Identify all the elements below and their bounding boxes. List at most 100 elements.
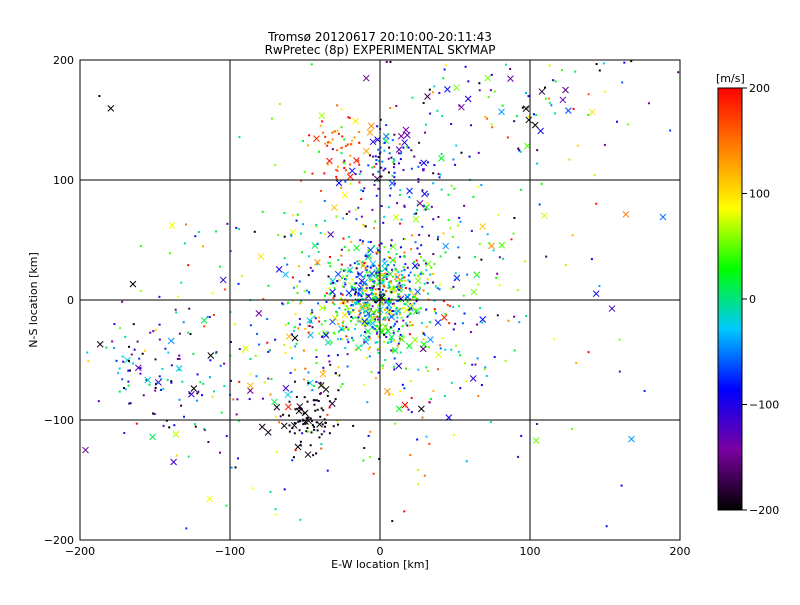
data-point-dot <box>378 244 381 247</box>
data-point-dot <box>477 185 480 188</box>
data-point-dot <box>410 291 413 294</box>
data-point-dot <box>572 107 575 110</box>
data-point-dot <box>211 291 214 294</box>
data-point-dot <box>355 267 358 270</box>
data-point-dot <box>476 323 479 326</box>
data-point-dot <box>428 234 431 237</box>
data-point-dot <box>384 316 387 319</box>
data-point-dot <box>362 311 365 314</box>
data-point-dot <box>290 234 293 237</box>
data-point-dot <box>436 287 439 290</box>
data-point-dot <box>300 299 303 302</box>
data-point-dot <box>332 282 335 285</box>
data-point-dot <box>367 434 370 437</box>
data-point-dot <box>399 152 402 155</box>
data-point-dot <box>485 375 488 378</box>
data-point-dot <box>318 436 321 439</box>
data-point-x-marker <box>200 316 208 324</box>
data-point-dot <box>269 393 272 396</box>
data-point-dot <box>388 256 391 259</box>
data-point-dot <box>391 139 394 142</box>
data-point-dot <box>504 63 507 66</box>
data-point-dot <box>176 357 179 360</box>
data-point-dot <box>344 281 347 284</box>
data-point-dot <box>429 112 432 115</box>
data-point-dot <box>389 337 392 340</box>
data-point-dot <box>443 395 446 398</box>
data-point-dot <box>118 390 121 393</box>
data-point-dot <box>399 246 402 249</box>
data-point-dot <box>328 406 331 409</box>
data-point-dot <box>450 381 453 384</box>
data-point-dot <box>384 301 387 304</box>
data-point-dot <box>299 420 302 423</box>
data-point-dot <box>338 374 341 377</box>
data-point-dot <box>397 271 400 274</box>
data-point-dot <box>352 309 355 312</box>
data-point-dot <box>342 320 345 323</box>
data-point-dot <box>374 295 377 298</box>
data-point-dot <box>381 364 384 367</box>
data-point-dot <box>420 255 423 258</box>
data-point-dot <box>615 120 618 123</box>
data-point-dot <box>346 338 349 341</box>
data-point-dot <box>454 322 457 325</box>
data-point-dot <box>442 232 445 235</box>
data-point-dot <box>381 274 384 277</box>
data-point-dot <box>124 388 127 391</box>
data-point-dot <box>361 242 364 245</box>
data-point-dot <box>627 123 630 126</box>
data-point-dot <box>403 387 406 390</box>
data-point-dot <box>425 435 428 438</box>
data-point-dot <box>401 307 404 310</box>
data-point-dot <box>414 307 417 310</box>
data-point-dot <box>323 430 326 433</box>
data-point-dot <box>350 287 353 290</box>
data-point-dot <box>341 324 344 327</box>
data-point-dot <box>393 368 396 371</box>
data-point-dot <box>392 325 395 328</box>
data-point-dot <box>158 323 161 326</box>
chart-title: Tromsø 20120617 20:10:00-20:11:43 <box>267 30 492 44</box>
data-point-dot <box>540 182 543 185</box>
data-point-dot <box>382 293 385 296</box>
data-point-dot <box>367 254 370 257</box>
data-point-dot <box>513 349 516 352</box>
data-point-dot <box>313 403 316 406</box>
data-point-x-marker <box>398 335 406 343</box>
data-point-dot <box>225 435 228 438</box>
data-point-dot <box>403 284 406 287</box>
data-point-x-marker <box>82 446 89 454</box>
data-point-dot <box>155 382 158 385</box>
data-point-dot <box>431 91 434 94</box>
data-point-dot <box>299 440 302 443</box>
data-point-x-marker <box>134 364 142 372</box>
data-point-dot <box>388 301 391 304</box>
data-point-dot <box>359 293 362 296</box>
data-point-dot <box>371 326 374 329</box>
data-point-dot <box>415 300 418 303</box>
data-point-dot <box>399 255 402 258</box>
data-point-dot <box>376 315 379 318</box>
data-point-dot <box>203 427 206 430</box>
data-point-dot <box>429 321 432 324</box>
data-point-dot <box>201 394 204 397</box>
data-point-x-marker <box>170 458 177 466</box>
data-point-x-marker <box>424 93 431 100</box>
data-point-dot <box>292 214 295 217</box>
data-point-dot <box>322 366 325 369</box>
data-point-dot <box>337 366 340 369</box>
data-point-dot <box>394 268 397 271</box>
data-point-dot <box>603 143 606 146</box>
data-point-dot <box>270 378 273 381</box>
data-point-dot <box>587 93 590 96</box>
data-point-dot <box>122 387 125 390</box>
data-point-dot <box>517 147 520 150</box>
data-point-dot <box>421 416 424 419</box>
data-point-dot <box>451 235 454 238</box>
data-point-dot <box>590 258 593 261</box>
data-point-x-marker <box>416 200 424 207</box>
data-point-dot <box>278 102 281 105</box>
data-point-dot <box>489 89 492 92</box>
